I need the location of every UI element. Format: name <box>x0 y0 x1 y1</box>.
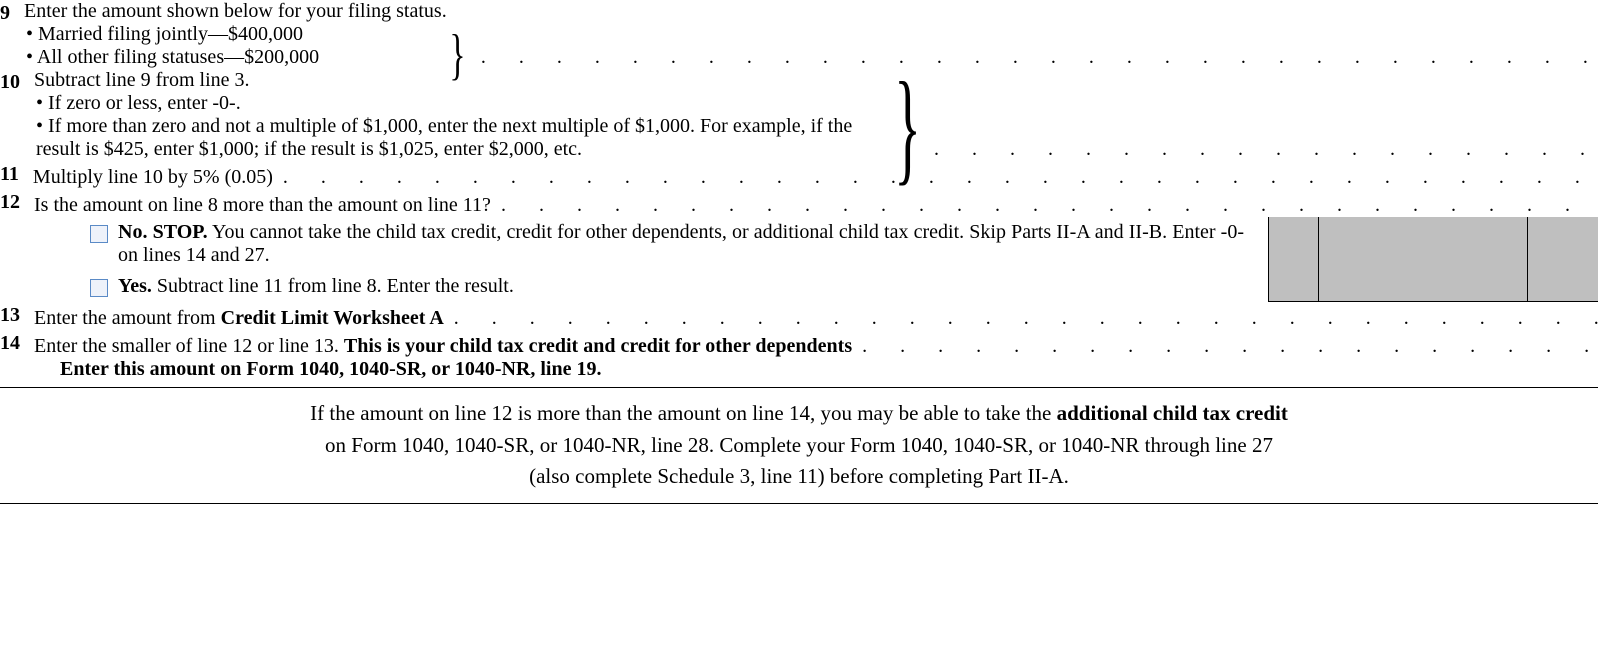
dot-leader: . . . . . . . . . . . . . . . . . . . . … <box>471 46 1598 69</box>
line-13-number: 13 <box>0 302 34 330</box>
line-11-text: Multiply line 10 by 5% (0.05) <box>33 166 273 189</box>
line-10-bullet-2: • If more than zero and not a multiple o… <box>34 115 874 161</box>
line-12-no-text: You cannot take the child tax credit, cr… <box>118 221 1244 266</box>
line-9-bullet-2: • All other filing statuses—$200,000 <box>24 46 444 69</box>
footer-line-3: (also complete Schedule 3, line 11) befo… <box>529 464 1069 488</box>
line-12-number: 12 <box>0 189 34 217</box>
line-9-number: 9 <box>0 0 24 69</box>
line-12-q: 12 Is the amount on line 8 more than the… <box>0 189 1598 217</box>
footer-note: If the amount on line 12 is more than th… <box>0 388 1598 503</box>
line-9: 9 Enter the amount shown below for your … <box>0 0 1598 69</box>
footer-line-2: on Form 1040, 1040-SR, or 1040-NR, line … <box>325 433 1273 457</box>
line-12-no-bold: No. STOP. <box>118 221 208 243</box>
line-12-no-row: No. STOP. You cannot take the child tax … <box>60 217 1260 271</box>
checkbox-yes[interactable] <box>90 279 108 297</box>
footer-line-1a: If the amount on line 12 is more than th… <box>310 401 1056 425</box>
dot-leader: . . . . . . . . . . . . . . . . . . . . … <box>444 307 1598 330</box>
line-10-intro: Subtract line 9 from line 3. <box>34 69 1598 92</box>
line-12-yes-row: Yes. Subtract line 11 from line 8. Enter… <box>60 271 1260 302</box>
dot-leader: . . . . . . . . . . . . . . . . . . . . … <box>852 335 1598 358</box>
line-14-bold: This is your child tax credit and credit… <box>344 335 852 357</box>
line-14: 14 Enter the smaller of line 12 or line … <box>0 330 1598 358</box>
line-12-yes-text: Subtract line 11 from line 8. Enter the … <box>152 275 514 297</box>
line-9-intro: Enter the amount shown below for your fi… <box>24 0 1598 23</box>
dot-leader: . . . . . . . . . . . . . . . . . . . . … <box>874 138 1598 161</box>
line-10-bullet-1: • If zero or less, enter -0-. <box>34 92 874 115</box>
brace-icon: } <box>449 41 465 69</box>
checkbox-no[interactable] <box>90 225 108 243</box>
line-12-yes-bold: Yes. <box>118 275 152 297</box>
line-9-bullet-1: • Married filing jointly—$400,000 <box>24 23 444 46</box>
line-10-number: 10 <box>0 69 34 161</box>
line-11: 11 Multiply line 10 by 5% (0.05) . . . .… <box>0 161 1598 189</box>
line-12-text: Is the amount on line 8 more than the am… <box>34 194 491 217</box>
line-14-enter-text: Enter this amount on Form 1040, 1040-SR,… <box>60 358 601 380</box>
line-12-answers: No. STOP. You cannot take the child tax … <box>0 217 1598 302</box>
line-14-pre: Enter the smaller of line 12 or line 13. <box>34 335 344 357</box>
line-13: 13 Enter the amount from Credit Limit Wo… <box>0 302 1598 330</box>
dot-leader: . . . . . . . . . . . . . . . . . . . . … <box>273 166 1598 189</box>
line-13-bold: Credit Limit Worksheet A <box>221 307 444 329</box>
amount-block-12-gray <box>1268 217 1598 302</box>
footer-line-1b: additional child tax credit <box>1057 401 1288 425</box>
dot-leader: . . . . . . . . . . . . . . . . . . . . … <box>491 194 1598 217</box>
line-14-enter: Enter this amount on Form 1040, 1040-SR,… <box>0 358 1598 387</box>
line-13-pre: Enter the amount from <box>34 307 221 329</box>
line-11-number: 11 <box>0 161 33 189</box>
line-10: 10 Subtract line 9 from line 3. • If zer… <box>0 69 1598 161</box>
line-14-number: 14 <box>0 330 34 358</box>
